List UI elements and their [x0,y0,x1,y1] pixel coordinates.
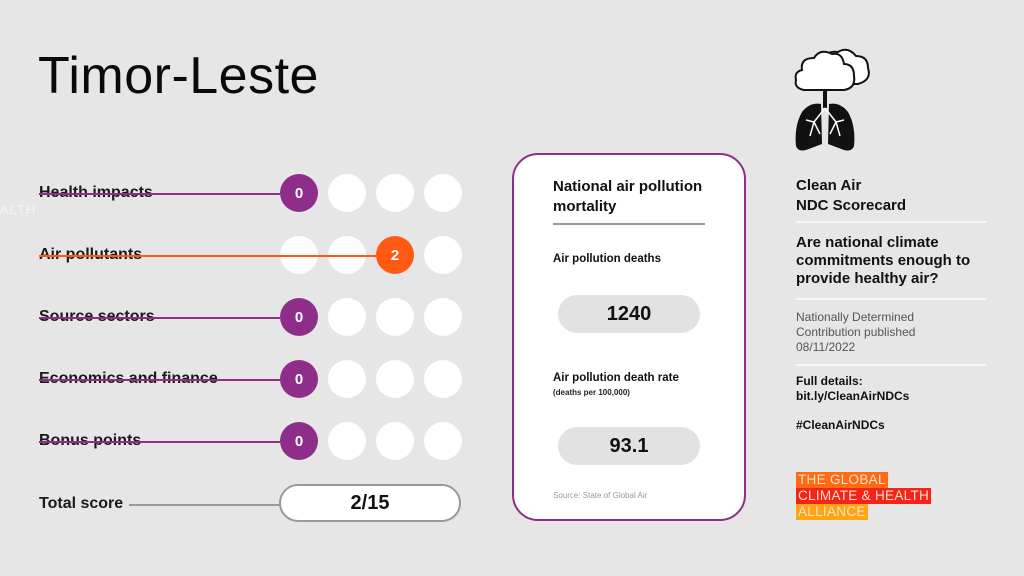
score-row-connector [39,379,280,381]
ndc-date: 08/11/2022 [796,340,856,354]
deaths-value: 1240 [558,295,700,333]
details-label: Full details: [796,374,863,388]
scorecard-question: Are national climate commitments enough … [796,234,971,287]
card-source: Source: State of Global Air [553,491,648,500]
death-rate-sublabel: (deaths per 100,000) [553,388,630,397]
score-row-connector [39,441,280,443]
score-row: Air pollutants2 [0,235,480,275]
score-dot-empty [376,360,414,398]
score-row: Bonus points0 [0,421,480,461]
score-row-connector [39,317,280,319]
score-dot-active: 0 [280,298,318,336]
ndc-line2: Contribution published [796,325,916,339]
deaths-label: Air pollution deaths [553,253,661,265]
details-link[interactable]: bit.ly/CleanAirNDCs [796,389,910,403]
score-dot-active: 0 [280,174,318,212]
scorecard-title-line1: Clean Air [796,177,862,194]
total-score-connector [39,504,281,506]
score-dot-empty [424,174,462,212]
score-dot-empty [424,422,462,460]
score-dot-empty [328,298,366,336]
ndc-published: Nationally Determined Contribution publi… [796,310,986,355]
page-title: Timor-Leste [38,47,319,105]
score-row-connector [39,255,376,257]
logo-line1: THE GLOBAL [796,472,888,488]
score-dot-active: 0 [280,360,318,398]
score-row: Source sectors0 [0,297,480,337]
divider [796,364,986,366]
score-dot-empty [376,422,414,460]
score-row: Economics and finance0 [0,359,480,399]
scorecard-title: Clean Air NDC Scorecard [796,176,986,216]
total-score-label: Total score [39,495,130,513]
total-score-value: 2/15 [279,484,461,522]
score-dot-active: 0 [280,422,318,460]
divider [796,298,986,300]
score-dot-empty [376,298,414,336]
score-dot-empty [328,174,366,212]
logo-line3: ALLIANCE [796,504,868,520]
card-title: National air pollution mortality [553,177,705,225]
score-dot-empty [376,174,414,212]
ndc-line1: Nationally Determined [796,310,915,324]
score-row-connector [39,193,280,195]
lungs-cloud-icon [792,46,872,156]
gcha-logo: THE GLOBAL CLIMATE & HEALTH ALLIANCE [796,472,932,520]
mortality-card: National air pollution mortality Air pol… [512,153,746,521]
total-score-row: Total score [39,484,469,524]
score-dot-empty [424,298,462,336]
death-rate-value: 93.1 [558,427,700,465]
death-rate-label: Air pollution death rate [553,372,679,384]
logo-line2: CLIMATE & HEALTH [796,488,932,504]
score-row: Health impacts0 [0,173,480,213]
score-dot-empty [328,360,366,398]
score-dot-empty [424,236,462,274]
divider [796,221,986,223]
score-dot-empty [424,360,462,398]
score-dot-empty [328,422,366,460]
hashtag: #CleanAirNDCs [796,418,885,432]
full-details: Full details: bit.ly/CleanAirNDCs [796,374,986,404]
ghost-text: ALTH [0,202,37,217]
scorecard-title-line2: NDC Scorecard [796,197,907,214]
score-dot-active: 2 [376,236,414,274]
